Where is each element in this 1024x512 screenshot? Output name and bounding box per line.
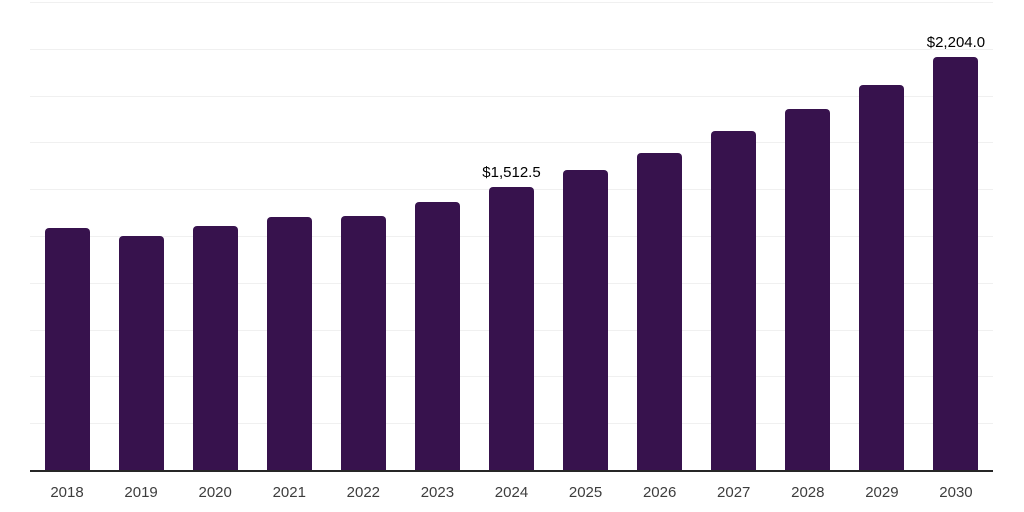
bar-2023[interactable] <box>414 202 460 470</box>
bar-2027[interactable] <box>711 130 757 470</box>
value-label-2030: $2,204.0 <box>926 34 986 52</box>
x-tick-label-2030: 2030 <box>939 484 973 501</box>
bar-2022[interactable] <box>340 215 386 470</box>
bar-2024[interactable] <box>489 186 534 470</box>
x-tick-label-2023: 2023 <box>420 484 455 501</box>
x-tick-label-2021: 2021 <box>272 484 306 501</box>
x-tick-label-2020: 2020 <box>198 484 232 501</box>
x-tick-label-2018: 2018 <box>50 484 84 501</box>
value-label-2024: $1,512.5 <box>482 163 541 181</box>
x-tick-label-2019: 2019 <box>124 484 158 501</box>
bar-2026[interactable] <box>637 152 683 470</box>
bar-2028[interactable] <box>785 109 831 470</box>
x-axis-line <box>30 470 993 472</box>
x-tick-label-2029: 2029 <box>865 484 899 501</box>
x-tick-label-2027: 2027 <box>717 484 751 501</box>
bar-2021[interactable] <box>266 216 312 470</box>
x-tick-label-2028: 2028 <box>791 484 825 501</box>
x-tick-label-2022: 2022 <box>346 484 381 501</box>
x-tick-label-2024: 2024 <box>494 484 529 501</box>
bar-2020[interactable] <box>192 226 238 470</box>
bar-2019[interactable] <box>118 236 164 470</box>
gridline <box>30 48 993 50</box>
gridline <box>30 142 993 144</box>
x-tick-label-2026: 2026 <box>642 484 677 501</box>
gridline <box>30 95 993 97</box>
bar-2018[interactable] <box>44 227 90 470</box>
bar-2025[interactable] <box>563 170 609 470</box>
bar-2029[interactable] <box>859 84 905 470</box>
bar-2030[interactable] <box>933 57 979 470</box>
gridline <box>30 2 993 3</box>
x-tick-label-2025: 2025 <box>568 484 603 501</box>
